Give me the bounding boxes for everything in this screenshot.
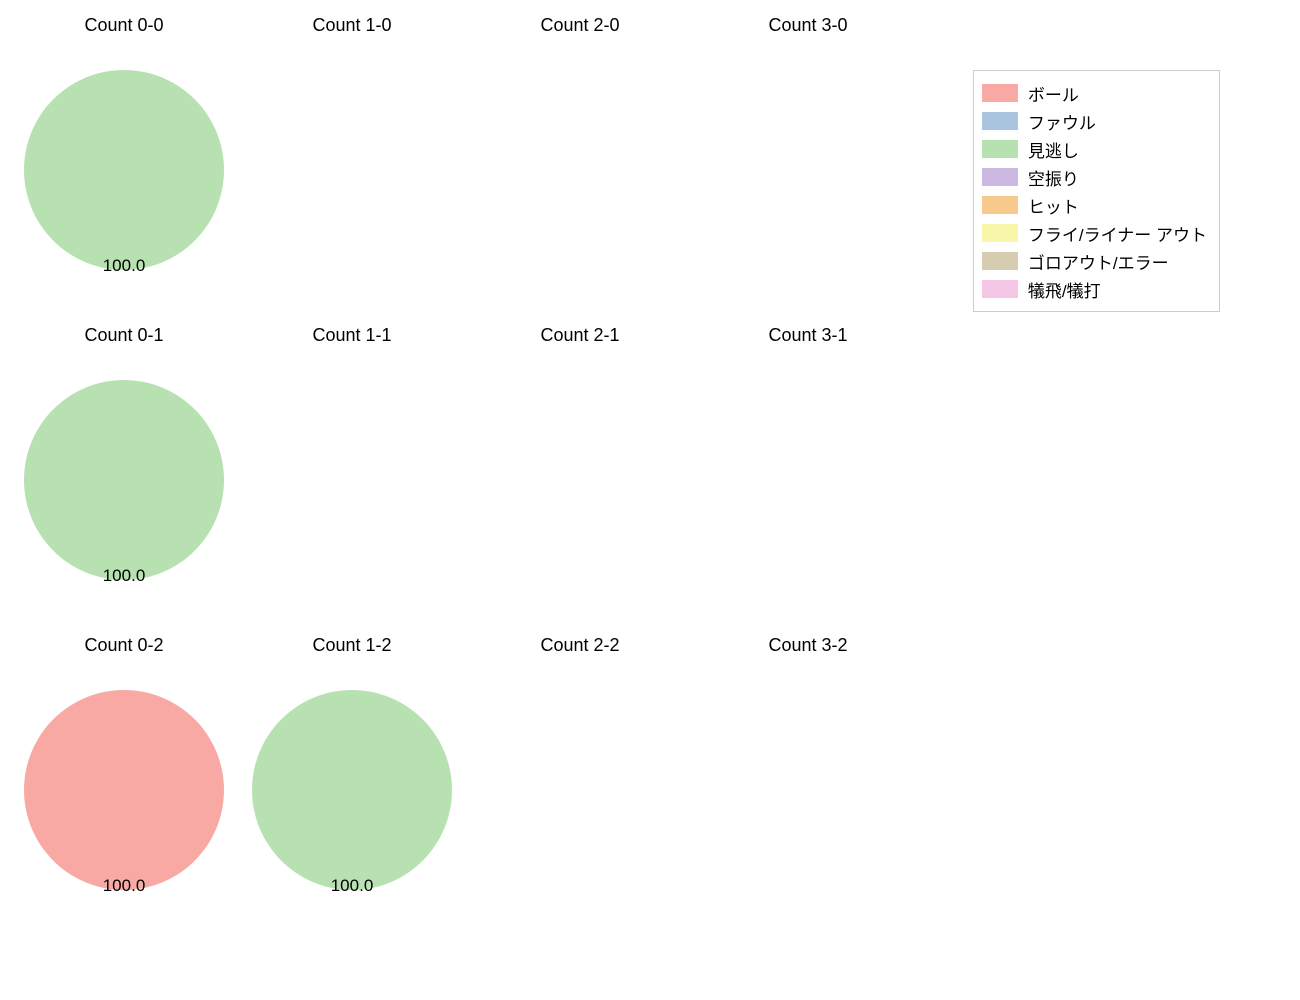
chart-cell: Count 3-2 <box>694 630 922 940</box>
legend-swatch <box>982 140 1018 158</box>
legend-item: ボール <box>982 79 1207 107</box>
chart-title: Count 0-0 <box>84 15 163 36</box>
chart-cell: Count 1-0 <box>238 10 466 320</box>
chart-cell: Count 3-0 <box>694 10 922 320</box>
chart-cell: Count 2-1 <box>466 320 694 630</box>
chart-cell: Count 3-1 <box>694 320 922 630</box>
legend-swatch <box>982 196 1018 214</box>
legend-swatch <box>982 112 1018 130</box>
legend-item: ゴロアウト/エラー <box>982 247 1207 275</box>
pie <box>24 690 224 890</box>
pie-chart: 100.0 <box>24 690 224 890</box>
chart-cell: Count 1-1 <box>238 320 466 630</box>
chart-title: Count 1-1 <box>312 325 391 346</box>
chart-title: Count 3-0 <box>768 15 847 36</box>
pie-slice-label: 100.0 <box>331 876 374 896</box>
chart-cell: Count 2-2 <box>466 630 694 940</box>
legend-swatch <box>982 280 1018 298</box>
pie <box>24 70 224 270</box>
chart-cell: Count 0-0 100.0 <box>10 10 238 320</box>
legend-swatch <box>982 224 1018 242</box>
chart-title: Count 2-2 <box>540 635 619 656</box>
pie-chart: 100.0 <box>24 70 224 270</box>
chart-cell: Count 1-2 100.0 <box>238 630 466 940</box>
legend-swatch <box>982 168 1018 186</box>
legend-label: ヒット <box>1028 193 1079 218</box>
chart-title: Count 1-2 <box>312 635 391 656</box>
chart-title: Count 2-1 <box>540 325 619 346</box>
legend: ボールファウル見逃し空振りヒットフライ/ライナー アウトゴロアウト/エラー犠飛/… <box>973 70 1220 312</box>
legend-label: ファウル <box>1028 109 1096 134</box>
pie-slice-label: 100.0 <box>103 876 146 896</box>
legend-item: 空振り <box>982 163 1207 191</box>
chart-title: Count 2-0 <box>540 15 619 36</box>
chart-title: Count 1-0 <box>312 15 391 36</box>
legend-item: 犠飛/犠打 <box>982 275 1207 303</box>
legend-label: フライ/ライナー アウト <box>1028 221 1207 246</box>
pie-chart: 100.0 <box>24 380 224 580</box>
chart-cell: Count 0-1 100.0 <box>10 320 238 630</box>
chart-cell: Count 2-0 <box>466 10 694 320</box>
legend-swatch <box>982 252 1018 270</box>
pie-slice-label: 100.0 <box>103 256 146 276</box>
chart-title: Count 3-2 <box>768 635 847 656</box>
legend-label: 空振り <box>1028 165 1079 190</box>
chart-title: Count 0-2 <box>84 635 163 656</box>
legend-label: 犠飛/犠打 <box>1028 277 1101 302</box>
chart-cell: Count 0-2 100.0 <box>10 630 238 940</box>
legend-item: ファウル <box>982 107 1207 135</box>
pie-slice-label: 100.0 <box>103 566 146 586</box>
legend-item: フライ/ライナー アウト <box>982 219 1207 247</box>
pie <box>252 690 452 890</box>
chart-title: Count 3-1 <box>768 325 847 346</box>
pie <box>24 380 224 580</box>
legend-item: ヒット <box>982 191 1207 219</box>
legend-label: ボール <box>1028 81 1079 106</box>
legend-item: 見逃し <box>982 135 1207 163</box>
pie-chart: 100.0 <box>252 690 452 890</box>
legend-label: 見逃し <box>1028 137 1079 162</box>
legend-label: ゴロアウト/エラー <box>1028 249 1169 274</box>
pie-grid: Count 0-0 100.0 Count 1-0 Count 2-0 Count 3-… <box>10 10 922 940</box>
chart-title: Count 0-1 <box>84 325 163 346</box>
legend-swatch <box>982 84 1018 102</box>
